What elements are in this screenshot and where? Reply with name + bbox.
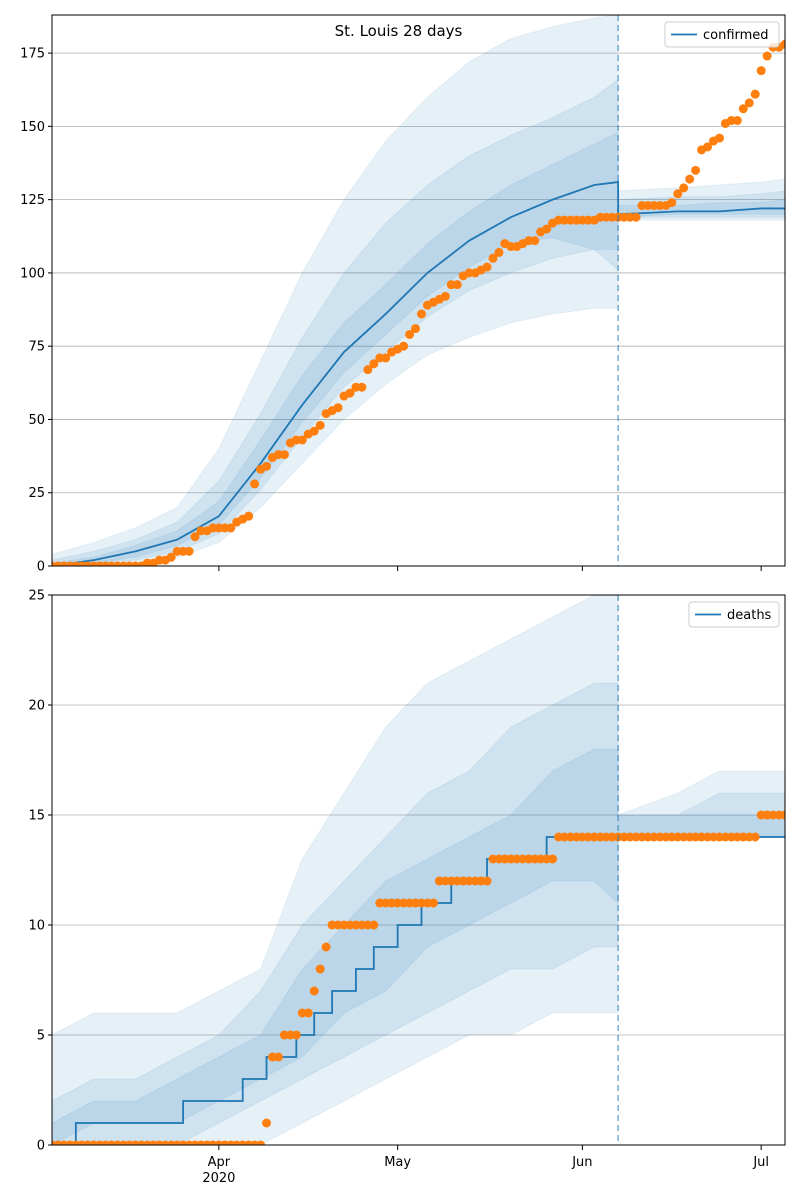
x-tick-label: May xyxy=(384,1155,411,1170)
observed-point xyxy=(750,832,760,842)
observed-point xyxy=(250,479,260,489)
observed-point xyxy=(256,1140,266,1145)
y-tick-label: 20 xyxy=(28,699,45,714)
observed-point xyxy=(315,420,325,430)
observed-point xyxy=(184,546,194,556)
observed-point xyxy=(273,1052,283,1062)
observed-point xyxy=(369,920,379,930)
y-tick-label: 5 xyxy=(37,1029,45,1044)
y-tick-label: 75 xyxy=(28,340,45,355)
observed-point xyxy=(399,341,409,351)
observed-point xyxy=(309,426,319,436)
observed-point xyxy=(738,104,748,114)
axes-frame xyxy=(51,594,786,1146)
y-tick-label: 15 xyxy=(28,809,45,824)
observed-point xyxy=(691,165,701,175)
x-tick-label: Apr xyxy=(208,1155,231,1170)
y-tick-label: 50 xyxy=(28,413,45,428)
observed-point xyxy=(756,66,766,76)
observed-point xyxy=(303,1008,313,1018)
axes-frame xyxy=(51,14,786,567)
x-year-label: 2020 xyxy=(202,1171,235,1186)
observed-point xyxy=(714,133,724,143)
observed-point xyxy=(494,247,504,257)
y-tick-label: 25 xyxy=(28,589,45,604)
observed-point xyxy=(363,365,373,375)
observed-point xyxy=(166,552,176,562)
observed-point xyxy=(369,359,379,369)
observed-point xyxy=(732,116,742,126)
observed-point xyxy=(315,964,325,974)
uncertainty-band xyxy=(52,15,785,566)
y-tick-label: 0 xyxy=(37,1139,45,1154)
observed-point xyxy=(679,183,689,193)
y-tick-label: 0 xyxy=(37,560,45,575)
observed-point xyxy=(244,511,254,521)
x-tick-label: Jun xyxy=(571,1155,592,1170)
observed-point xyxy=(548,854,558,864)
observed-point xyxy=(703,142,713,152)
observed-point xyxy=(291,1030,301,1040)
y-tick-label: 150 xyxy=(20,120,45,135)
observed-point xyxy=(762,51,772,61)
observed-point xyxy=(440,291,450,301)
observed-point xyxy=(673,189,683,199)
forecast-line xyxy=(52,181,785,566)
observed-point xyxy=(482,876,492,886)
observed-point xyxy=(381,353,391,363)
observed-point xyxy=(780,810,785,820)
y-tick-label: 125 xyxy=(20,193,45,208)
legend-label: confirmed xyxy=(703,28,769,43)
observed-point xyxy=(262,1118,272,1128)
legend-label: deaths xyxy=(727,608,772,623)
observed-point xyxy=(357,382,367,392)
observed-point xyxy=(482,262,492,272)
observed-point xyxy=(750,89,760,99)
legend-box xyxy=(688,601,780,628)
observed-point xyxy=(279,450,289,460)
uncertainty-band xyxy=(52,682,785,1145)
observed-point xyxy=(190,532,200,542)
observed-point xyxy=(226,523,236,533)
observed-point xyxy=(744,98,754,108)
observed-point xyxy=(631,212,641,222)
observed-point xyxy=(452,280,462,290)
observed-point xyxy=(530,236,540,246)
observed-point xyxy=(780,39,785,49)
x-tick-label: Jul xyxy=(752,1155,769,1170)
observed-point xyxy=(262,461,272,471)
observed-point xyxy=(297,435,307,445)
chart-title: St. Louis 28 days xyxy=(335,22,463,40)
legend-box xyxy=(664,21,780,48)
observed-point xyxy=(333,403,343,413)
observed-point xyxy=(542,224,552,234)
plot-area xyxy=(52,15,785,566)
uncertainty-band xyxy=(52,748,785,1145)
observed-point xyxy=(405,329,415,339)
observed-point xyxy=(667,198,677,208)
uncertainty-band xyxy=(52,595,785,1145)
plot-area xyxy=(52,595,785,1145)
observed-point xyxy=(488,253,498,263)
y-tick-label: 175 xyxy=(20,47,45,62)
y-tick-label: 10 xyxy=(28,919,45,934)
observed-point xyxy=(685,174,695,184)
observed-point xyxy=(321,942,331,952)
observed-point xyxy=(309,986,319,996)
observed-point xyxy=(416,309,426,319)
y-tick-label: 25 xyxy=(28,486,45,501)
observed-point xyxy=(428,898,438,908)
y-tick-label: 100 xyxy=(20,266,45,281)
observed-point xyxy=(345,388,355,398)
observed-point xyxy=(411,324,421,334)
